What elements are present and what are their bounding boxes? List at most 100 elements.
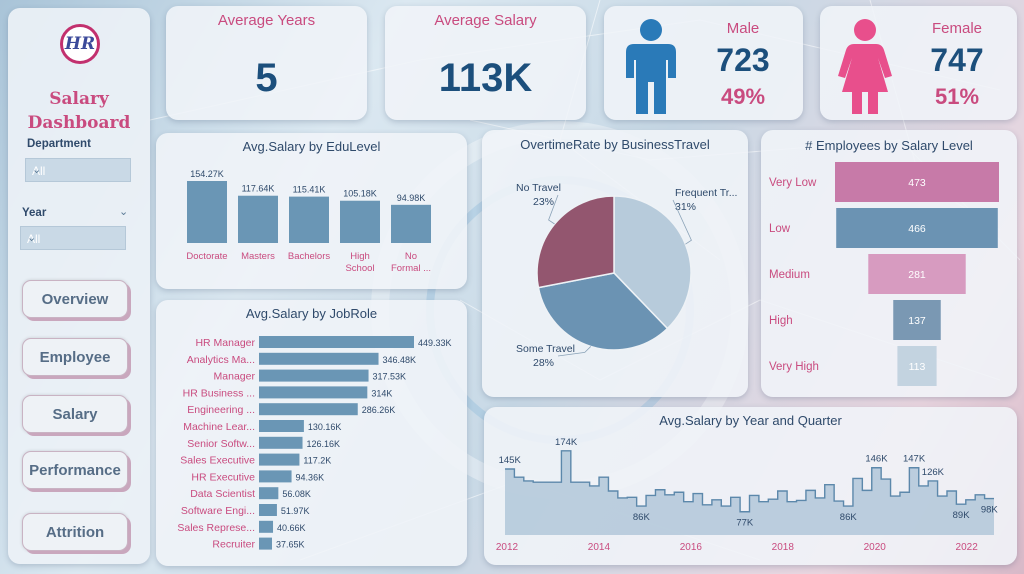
jobrole-data-label: 51.97K (281, 506, 310, 516)
kpi-average-salary: Average Salary 113K (385, 6, 586, 120)
quarter-data-label: 145K (499, 455, 522, 466)
pie-category-label: No Travel (516, 182, 561, 194)
jobrole-bar-chart: HR Manager 449.33K Analytics Ma... 346.48K M… (177, 336, 452, 551)
chevron-down-icon: ⌄ (32, 164, 42, 176)
department-dropdown[interactable]: All ⌄ (25, 158, 131, 182)
kpi-value: 113K (438, 56, 533, 100)
quarter-x-tick-label: 2014 (588, 542, 611, 553)
edulevel-bar (238, 195, 278, 243)
year-quarter-area-chart: 145K 174K 86K 77K 86K 146K 147K 126K 89K 98K 2012 2… (496, 437, 999, 553)
pie-category-label: Some Travel (516, 343, 575, 355)
jobrole-category-label: HR Business ... (183, 387, 255, 399)
salary-level-category-label: High (769, 315, 793, 327)
attrition-button[interactable]: Attrition (22, 513, 128, 551)
salary-level-bar (835, 162, 999, 202)
edulevel-data-label: 154.27K (190, 169, 224, 179)
chart-salary-level: # Employees by Salary Level Very Low 473 L… (761, 130, 1017, 397)
salary-level-data-label: 281 (908, 269, 926, 281)
jobrole-category-label: Software Engi... (181, 505, 255, 517)
edulevel-category-label: No (405, 251, 417, 262)
salary-level-category-label: Medium (769, 269, 810, 281)
edulevel-bar (187, 181, 227, 243)
overview-button[interactable]: Overview (22, 280, 128, 318)
jobrole-data-label: 94.36K (296, 472, 325, 482)
edulevel-category-label: High (350, 251, 370, 262)
quarter-data-label: 174K (555, 437, 578, 448)
quarter-data-label: 86K (840, 512, 858, 523)
jobrole-category-label: Recruiter (212, 539, 255, 551)
pie-slice (536, 195, 615, 289)
quarter-x-tick-label: 2020 (864, 542, 887, 553)
pie-slice (537, 272, 669, 351)
kpi-title: Male (726, 20, 760, 37)
salary-level-data-label: 466 (908, 223, 926, 235)
sidebar: HR Salary Dashboard Department All ⌄ Yea… (8, 8, 150, 564)
chart-year-quarter: Avg.Salary by Year and Quarter 145K 174K 8… (484, 407, 1017, 565)
pie-leader-line (672, 199, 692, 245)
performance-button[interactable]: Performance (22, 451, 128, 489)
kpi-title: Average Years (217, 12, 316, 29)
department-label: Department (27, 138, 91, 150)
year-value: All (27, 232, 41, 246)
jobrole-bar (259, 352, 379, 365)
salary-level-category-label: Very Low (769, 177, 817, 189)
jobrole-category-label: Senior Softw... (187, 438, 255, 450)
salary-level-category-label: Very High (769, 361, 819, 373)
chevron-down-icon[interactable]: ⌄ (119, 206, 129, 218)
overtime-pie-chart: Frequent Tr... 31% Some Travel 28% No Travel… (516, 182, 737, 369)
edulevel-category-label: Formal ... (391, 263, 431, 274)
year-dropdown[interactable]: All ⌄ (20, 226, 126, 250)
quarter-data-label: 147K (903, 454, 926, 465)
jobrole-data-label: 126.16K (307, 439, 341, 449)
jobrole-data-label: 317.53K (373, 372, 407, 382)
chevron-down-icon: ⌄ (27, 232, 37, 244)
quarter-line (505, 450, 994, 513)
female-person-icon (838, 19, 892, 114)
edulevel-category-label: Bachelors (288, 251, 330, 262)
chart-edulevel: Avg.Salary by EduLevel 154.27K Doctorate 1… (156, 133, 467, 289)
jobrole-data-label: 56.08K (282, 489, 311, 499)
pie-category-label: Frequent Tr... (675, 187, 737, 199)
quarter-data-label: 126K (922, 467, 945, 478)
kpi-title: Female (931, 20, 983, 37)
salary-level-data-label: 113 (909, 361, 926, 373)
kpi-percent: 51% (934, 84, 980, 109)
chart-title: OvertimeRate by BusinessTravel (520, 137, 710, 152)
jobrole-bar (259, 369, 369, 382)
edulevel-data-label: 105.18K (343, 189, 377, 199)
salary-level-category-label: Low (769, 223, 791, 235)
employee-button[interactable]: Employee (22, 338, 128, 376)
chart-title: Avg.Salary by JobRole (245, 306, 378, 321)
salary-level-bar (893, 300, 941, 340)
edulevel-bar (340, 200, 380, 243)
jobrole-category-label: Sales Executive (180, 455, 255, 467)
male-person-icon (626, 19, 676, 114)
jobrole-category-label: Analytics Ma... (187, 354, 255, 366)
kpi-title: Average Salary (434, 12, 537, 29)
quarter-x-tick-label: 2022 (956, 542, 979, 553)
jobrole-data-label: 37.65K (276, 540, 305, 550)
salary-level-bar (868, 254, 966, 294)
dashboard-title-line1: Salary (49, 89, 109, 109)
jobrole-bar (259, 420, 304, 432)
pie-leader-line (557, 346, 592, 357)
jobrole-bar (259, 436, 303, 449)
chart-title: Avg.Salary by EduLevel (242, 139, 381, 154)
hr-logo: HR (60, 24, 100, 64)
jobrole-data-label: 346.48K (383, 355, 417, 365)
salary-level-bar (897, 346, 937, 386)
salary-level-data-label: 137 (908, 315, 926, 327)
jobrole-category-label: HR Executive (191, 471, 255, 483)
edulevel-bar (289, 196, 329, 243)
quarter-data-label: 86K (633, 512, 651, 523)
jobrole-category-label: Engineering ... (187, 404, 255, 416)
jobrole-data-label: 130.16K (308, 422, 342, 432)
pie-percent-label: 23% (533, 196, 554, 208)
salary-level-bar-chart: Very Low 473 Low 466 Medium 281 High 137 Very Hi… (769, 162, 999, 386)
salary-button[interactable]: Salary (22, 395, 128, 433)
edulevel-category-label: Doctorate (186, 251, 227, 262)
chart-jobrole: Avg.Salary by JobRole HR Manager 449.33K A… (156, 300, 467, 566)
kpi-female: Female 747 51% (820, 6, 1017, 120)
department-value: All (32, 164, 46, 178)
edulevel-data-label: 117.64K (242, 184, 275, 194)
